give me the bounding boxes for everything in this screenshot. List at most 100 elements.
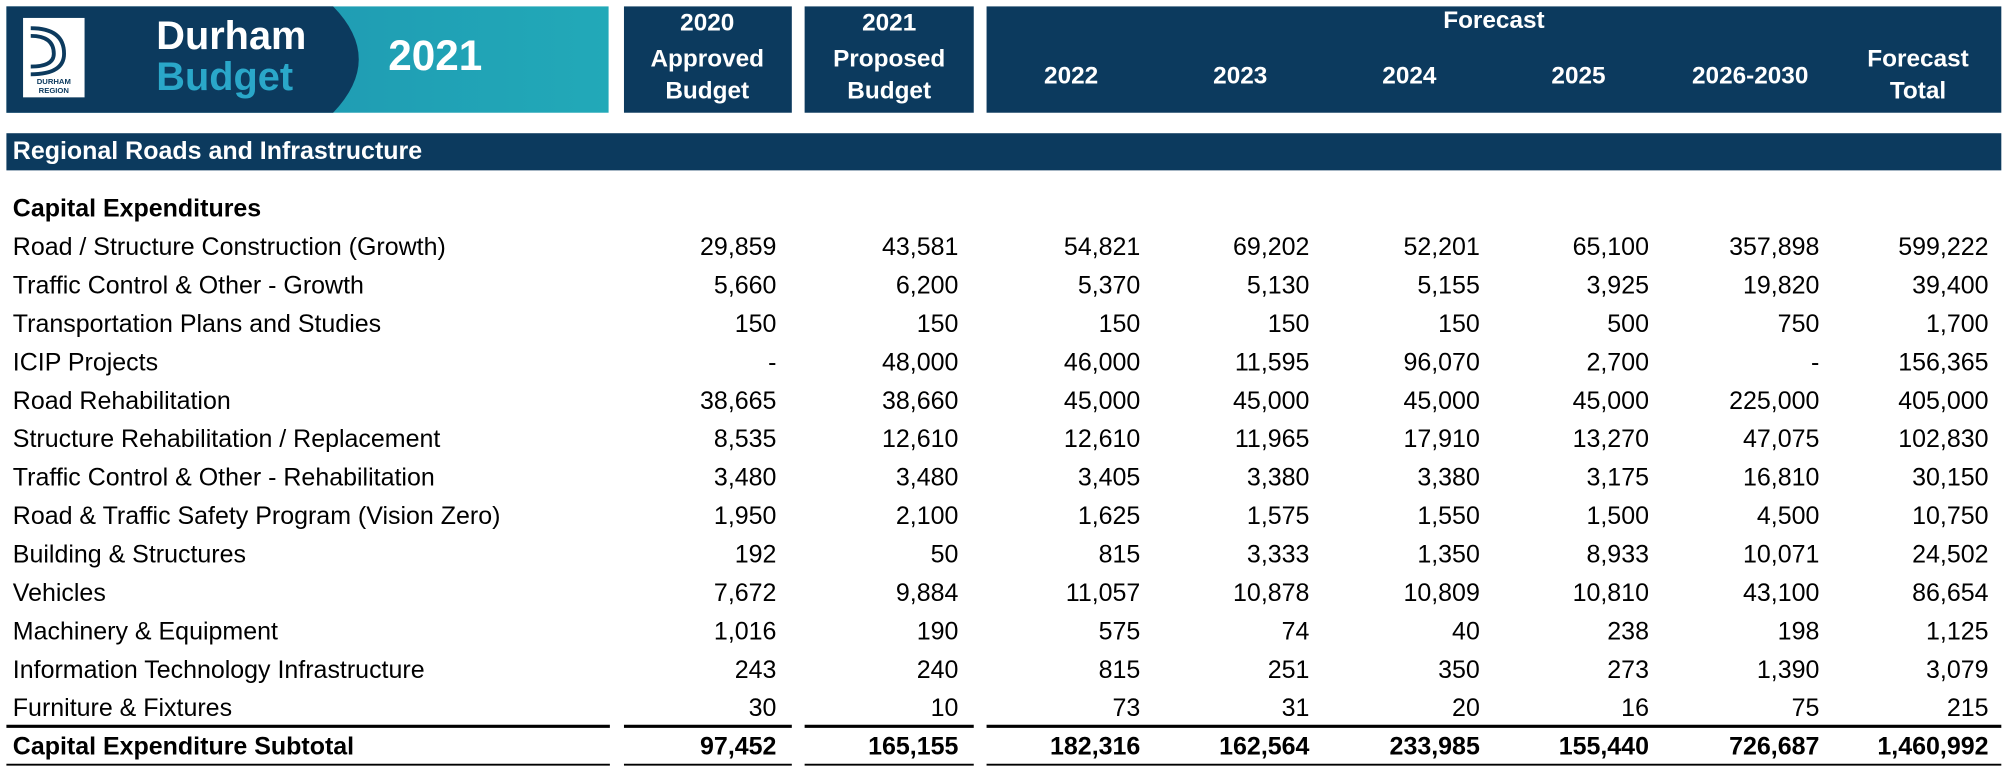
cell-value: 10,809 <box>1403 579 1479 607</box>
cell-value: 10,878 <box>1233 579 1309 607</box>
cell-value: 40 <box>1452 617 1480 645</box>
cell-value: 24,502 <box>1912 541 1988 569</box>
cell-value: 50 <box>931 541 959 569</box>
row-label: Road Rehabilitation <box>13 387 231 415</box>
cell-value: 102,830 <box>1898 425 1988 453</box>
logo-mark <box>30 33 56 69</box>
cell-value: 73 <box>1113 694 1141 722</box>
cell-value: 86,654 <box>1912 579 1988 607</box>
cell-value: 8,535 <box>714 425 776 453</box>
column-header: Forecast <box>1867 46 1968 73</box>
cell-value: 75 <box>1792 694 1820 722</box>
cell-value: 5,130 <box>1247 272 1309 300</box>
cell-value: 52,201 <box>1403 233 1479 261</box>
cell-value: 150 <box>917 310 959 338</box>
cell-value: 5,155 <box>1417 272 1479 300</box>
subtotal-value: 726,687 <box>1729 733 1819 761</box>
cell-value: 1,700 <box>1926 310 1988 338</box>
logo-mark <box>30 26 66 77</box>
column-header: Budget <box>665 78 749 105</box>
cell-value: 4,500 <box>1757 502 1819 530</box>
cell-value: 31 <box>1282 694 1310 722</box>
cell-value: 43,100 <box>1743 579 1819 607</box>
cell-value: 750 <box>1778 310 1820 338</box>
cell-value: 10,071 <box>1743 541 1819 569</box>
cell-value: 215 <box>1947 694 1989 722</box>
cell-value: 45,000 <box>1064 387 1140 415</box>
cell-value: 243 <box>735 656 777 684</box>
cell-value: 1,625 <box>1078 502 1140 530</box>
row-label: Transportation Plans and Studies <box>13 310 381 338</box>
year: 2021 <box>388 32 482 79</box>
cell-value: 3,380 <box>1247 464 1309 492</box>
cell-value: 11,057 <box>1066 579 1141 607</box>
cell-value: 11,965 <box>1235 425 1310 453</box>
cell-value: 273 <box>1607 656 1649 684</box>
cell-value: 150 <box>1438 310 1480 338</box>
cell-value: 45,000 <box>1403 387 1479 415</box>
subtotal-value: 97,452 <box>700 733 776 761</box>
cell-value: 156,365 <box>1898 348 1988 376</box>
subtotal-value: 182,316 <box>1050 733 1140 761</box>
cell-value: 3,405 <box>1078 464 1140 492</box>
subtotal-label: Capital Expenditure Subtotal <box>13 733 354 761</box>
row-label: Structure Rehabilitation / Replacement <box>13 425 441 453</box>
cell-value: 12,610 <box>1064 425 1140 453</box>
cell-value: 3,079 <box>1926 656 1988 684</box>
section-bar <box>6 133 2002 171</box>
cell-value: 150 <box>735 310 777 338</box>
row-label: Furniture & Fixtures <box>13 694 232 722</box>
cell-value: 69,202 <box>1233 233 1309 261</box>
cell-value: 198 <box>1778 617 1820 645</box>
cell-value: 2,700 <box>1586 348 1648 376</box>
logo-text: DURHAM <box>37 77 71 86</box>
row-label: Traffic Control & Other - Growth <box>13 272 364 300</box>
column-header: 2025 <box>1551 62 1605 89</box>
cell-value: 1,390 <box>1757 656 1819 684</box>
cell-value: 10 <box>931 694 959 722</box>
cell-value: 3,175 <box>1586 464 1648 492</box>
cell-value: 1,950 <box>714 502 776 530</box>
cell-value: 3,333 <box>1247 541 1309 569</box>
row-label: Building & Structures <box>13 541 246 569</box>
cell-value: 225,000 <box>1729 387 1819 415</box>
header-box <box>804 6 974 113</box>
column-header: 2022 <box>1044 62 1098 89</box>
cell-value: 190 <box>917 617 959 645</box>
cell-value: 150 <box>1099 310 1141 338</box>
cell-value: 10,810 <box>1573 579 1649 607</box>
title: Budget <box>156 55 293 99</box>
column-header: 2023 <box>1213 62 1267 89</box>
cell-value: 150 <box>1268 310 1310 338</box>
cell-value: 54,821 <box>1064 233 1140 261</box>
section-title: Regional Roads and Infrastructure <box>13 137 422 165</box>
cell-value: 2,100 <box>896 502 958 530</box>
cell-value: 238 <box>1607 617 1649 645</box>
row-label: ICIP Projects <box>13 348 158 376</box>
logo-text: REGION <box>39 86 70 95</box>
column-header: 2024 <box>1382 62 1437 89</box>
cell-value: 43,581 <box>882 233 958 261</box>
subtotal-value: 233,985 <box>1390 733 1480 761</box>
cell-value: 3,480 <box>714 464 776 492</box>
cell-value: 19,820 <box>1743 272 1819 300</box>
header-box <box>986 6 2002 113</box>
column-header: Total <box>1890 78 1946 105</box>
group-title: Capital Expenditures <box>13 195 261 223</box>
cell-value: 251 <box>1268 656 1310 684</box>
column-header: 2026-2030 <box>1692 62 1808 89</box>
row-label: Road / Structure Construction (Growth) <box>13 233 446 261</box>
cell-value: 575 <box>1099 617 1141 645</box>
forecast-label: Forecast <box>1443 7 1544 34</box>
cell-value: 3,380 <box>1417 464 1479 492</box>
cell-value: 500 <box>1607 310 1649 338</box>
cell-value: 48,000 <box>882 348 958 376</box>
cell-value: 74 <box>1282 617 1310 645</box>
cell-value: 12,610 <box>882 425 958 453</box>
cell-value: 1,350 <box>1417 541 1479 569</box>
cell-value: 20 <box>1452 694 1480 722</box>
row-label: Machinery & Equipment <box>13 617 278 645</box>
cell-value: 11,595 <box>1235 348 1310 376</box>
cell-value: 13,270 <box>1573 425 1649 453</box>
